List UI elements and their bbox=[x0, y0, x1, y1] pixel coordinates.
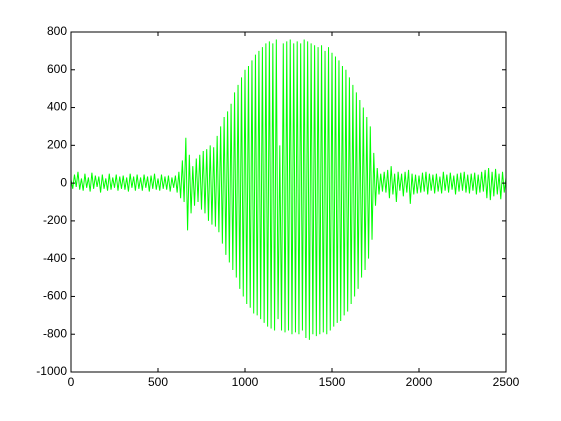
plot-box bbox=[70, 31, 507, 373]
y-tick-label: -800 bbox=[43, 326, 67, 340]
y-tick-label: 0 bbox=[60, 175, 67, 189]
y-tick-label: 600 bbox=[47, 62, 67, 76]
x-tick-label: 2500 bbox=[493, 375, 520, 389]
x-tick-label: 1500 bbox=[319, 375, 346, 389]
x-tick-label: 1000 bbox=[232, 375, 259, 389]
y-tick-label: 400 bbox=[47, 100, 67, 114]
x-tick-label: 2000 bbox=[406, 375, 433, 389]
x-tick-label: 0 bbox=[68, 375, 75, 389]
y-tick-label: -400 bbox=[43, 251, 67, 265]
y-tick-label: -1000 bbox=[36, 364, 67, 378]
y-tick-label: -200 bbox=[43, 213, 67, 227]
x-tick-label: 500 bbox=[148, 375, 168, 389]
y-tick-label: 200 bbox=[47, 138, 67, 152]
y-tick-label: -600 bbox=[43, 289, 67, 303]
y-tick-label: 800 bbox=[47, 24, 67, 38]
data-line bbox=[70, 39, 507, 340]
